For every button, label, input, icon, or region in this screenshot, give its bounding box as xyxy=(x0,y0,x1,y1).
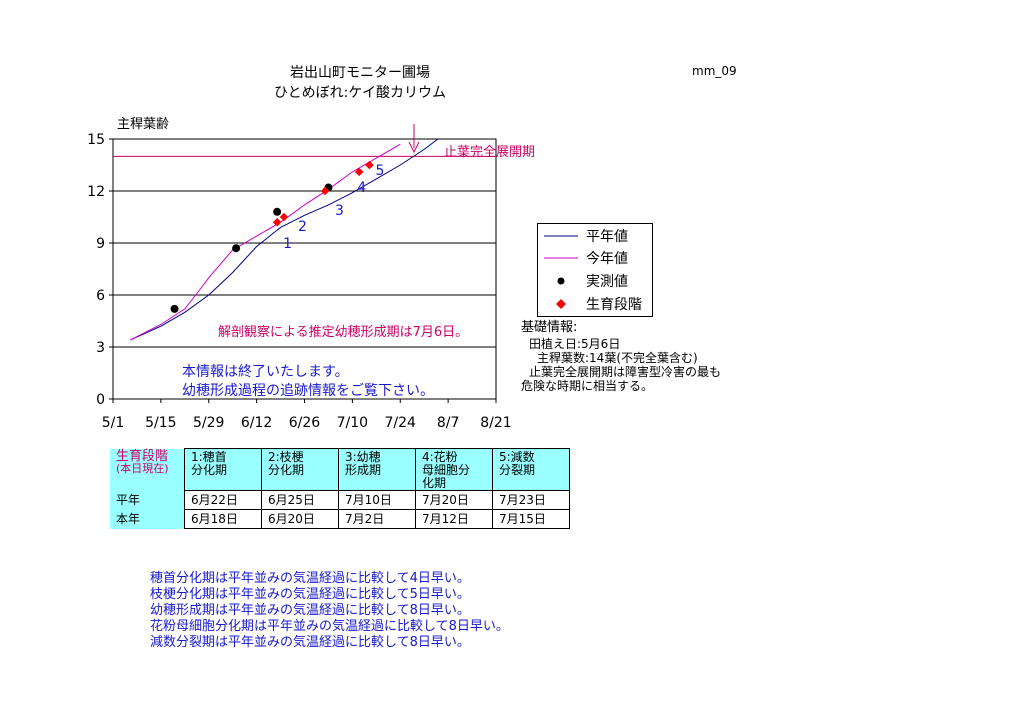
info-planting: 田植え日:5月6日 xyxy=(529,337,621,351)
stage-label: 4 xyxy=(357,180,366,196)
table-cell: 7月20日 xyxy=(415,490,493,510)
table-cell: 6月18日 xyxy=(184,509,262,529)
info-heading: 基礎情報: xyxy=(521,320,578,335)
note-line: 穂首分化期は平年並みの気温経過に比較して4日早い。 xyxy=(150,571,470,586)
chart-subtitle: ひとめぼれ:ケイ酸カリウム xyxy=(273,85,447,101)
chart-code: mm_09 xyxy=(692,64,737,78)
note-line: 枝梗分化期は平年並みの気温経過に比較して5日早い。 xyxy=(150,587,470,602)
stage-point xyxy=(354,167,364,177)
plot-area xyxy=(112,138,497,400)
comparison-notes: 穂首分化期は平年並みの気温経過に比較して4日早い。 枝梗分化期は平年並みの気温経… xyxy=(150,571,509,651)
table-cell: 7月10日 xyxy=(338,490,416,510)
basic-info: 基礎情報: 田植え日:5月6日 主稈葉数:14葉(不完全葉含む) 止葉完全展開期… xyxy=(521,320,722,394)
note-line: 減数分裂期は平年並みの気温経過に比較して8日早い。 xyxy=(150,635,470,650)
y-tick-label: 15 xyxy=(87,132,105,148)
stage-header-1: 1:穂首 分化期 xyxy=(184,448,262,491)
legend-label-this-year: 今年値 xyxy=(586,251,628,267)
stage-label: 5 xyxy=(375,163,384,179)
end-annotation-2: 幼穂形成過程の追跡情報をご覧下さい。 xyxy=(182,382,434,399)
y-tick-label: 3 xyxy=(96,340,105,356)
x-tick-label: 5/15 xyxy=(145,415,176,431)
note-line: 幼穂形成期は平年並みの気温経過に比較して8日早い。 xyxy=(150,603,470,618)
table-row: 本年 6月18日 6月20日 7月2日 7月12日 7月15日 xyxy=(110,509,570,529)
x-tick-label: 7/10 xyxy=(337,415,368,431)
x-tick-label: 5/1 xyxy=(102,415,125,431)
arrow-head xyxy=(408,141,420,154)
x-tick-label: 8/21 xyxy=(480,415,511,431)
stage-header-2: 2:枝梗 分化期 xyxy=(261,448,339,491)
stage-header-5: 5:減数 分裂期 xyxy=(492,448,570,491)
stage-table-corner: 生育段階 (本日現在) xyxy=(110,448,185,491)
table-row: 平年 6月22日 6月25日 7月10日 7月20日 7月23日 xyxy=(110,490,570,510)
y-tick-label: 6 xyxy=(96,288,105,304)
stage-point xyxy=(365,160,374,170)
y-tick-label: 12 xyxy=(87,184,105,200)
stage-header-3: 3:幼穂 形成期 xyxy=(338,448,416,491)
note-line: 花粉母細胞分化期は平年並みの気温経過に比較して8日早い。 xyxy=(150,619,509,634)
measured-point xyxy=(232,244,241,253)
info-note-2: 危険な時期に相当する。 xyxy=(521,379,654,393)
legend-label-measured: 実測値 xyxy=(586,274,628,290)
measured-point xyxy=(170,304,179,313)
table-cell: 7月2日 xyxy=(338,509,416,529)
series-line-1 xyxy=(129,143,401,341)
chart-legend: 平年値 今年値 実測値 生育段階 xyxy=(537,223,653,317)
stage-label: 3 xyxy=(335,203,344,219)
table-cell: 6月20日 xyxy=(261,509,339,529)
row-label-this-year: 本年 xyxy=(110,509,185,529)
x-tick-label: 7/24 xyxy=(385,415,417,431)
stage-table: 生育段階 (本日現在) 1:穂首 分化期 2:枝梗 分化期 3:幼穂 形成期 4:花粉… xyxy=(110,448,570,529)
y-axis-label: 主稈葉齢 xyxy=(117,117,169,132)
table-cell: 7月12日 xyxy=(415,509,493,529)
x-tick-label: 5/29 xyxy=(193,415,224,431)
legend-item-measured: 実測値 xyxy=(544,271,628,291)
stage-header-4: 4:花粉 母細胞分 化期 xyxy=(415,448,493,491)
stage-point xyxy=(272,217,282,227)
legend-item-stage: 生育段階 xyxy=(544,294,642,314)
table-cell: 7月23日 xyxy=(492,490,570,510)
corner-label: 生育段階 xyxy=(116,448,169,464)
legend-label-normal: 平年値 xyxy=(586,229,628,245)
series-line-0 xyxy=(129,138,439,341)
stage-point xyxy=(279,212,289,222)
x-tick-label: 6/12 xyxy=(241,415,272,431)
stage-label: 1 xyxy=(283,236,292,252)
y-tick-label: 9 xyxy=(96,236,105,252)
stage-point xyxy=(320,186,330,196)
chart-title: 岩出山町モニター圃場 xyxy=(290,65,430,81)
row-label-normal: 平年 xyxy=(110,490,185,510)
x-tick-label: 6/26 xyxy=(289,415,321,431)
panicle-annotation: 解剖観察による推定幼穂形成期は7月6日。 xyxy=(218,325,468,340)
measured-point xyxy=(273,207,282,216)
y-tick-label: 0 xyxy=(96,392,105,408)
legend-item-normal: 平年値 xyxy=(544,226,628,246)
end-annotation-1: 本情報は終了いたします。 xyxy=(182,364,349,380)
table-cell: 7月15日 xyxy=(492,509,570,529)
legend-item-this-year: 今年値 xyxy=(544,248,628,268)
info-leaf-count: 主稈葉数:14葉(不完全葉含む) xyxy=(537,351,698,365)
legend-label-stage: 生育段階 xyxy=(586,297,642,313)
corner-sublabel: (本日現在) xyxy=(116,461,169,475)
x-tick-label: 8/7 xyxy=(437,415,460,431)
info-note-1: 止葉完全展開期は障害型冷害の最も xyxy=(529,365,722,379)
stage-label: 2 xyxy=(298,219,307,235)
final-leaf-label: 止葉完全展開期 xyxy=(444,144,535,160)
table-cell: 6月22日 xyxy=(184,490,262,510)
table-cell: 6月25日 xyxy=(261,490,339,510)
